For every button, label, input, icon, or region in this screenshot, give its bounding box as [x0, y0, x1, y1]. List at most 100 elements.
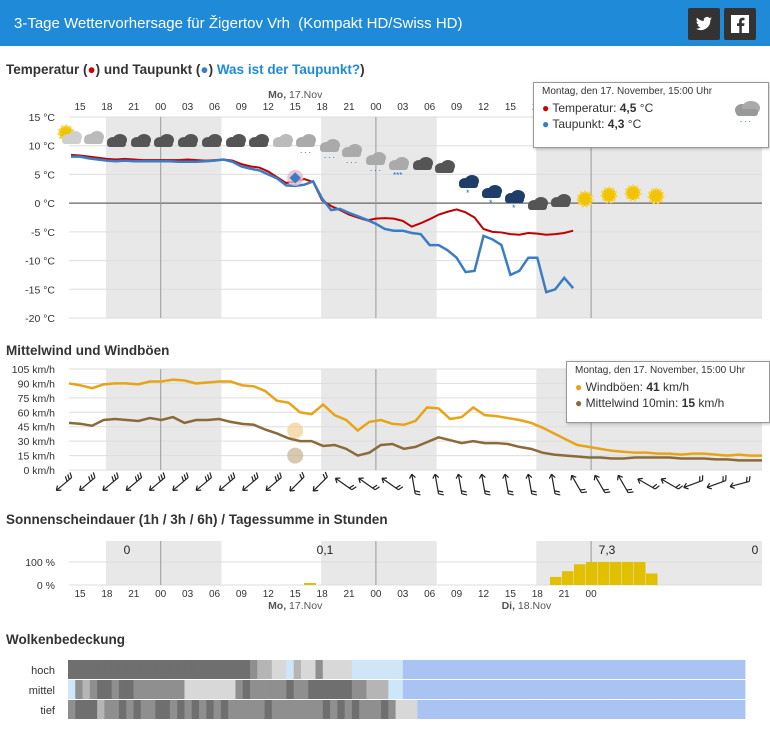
facebook-button[interactable] — [724, 8, 756, 40]
rain-cloud-icon — [342, 151, 361, 157]
cloud-cell — [650, 680, 659, 699]
cloud-cell — [402, 660, 411, 679]
sun-day-total: 0 — [752, 543, 759, 557]
cloud-cell — [519, 660, 528, 679]
cloud-cell — [679, 660, 688, 679]
cloud-cell — [555, 700, 564, 719]
wind-arrow-shaft — [571, 475, 583, 493]
cloud-cell — [279, 700, 287, 719]
cloud-cell — [75, 660, 83, 679]
cloud-sun-icon — [62, 138, 81, 144]
cloud-cell — [628, 700, 637, 719]
cloud-cell — [694, 680, 702, 699]
cloud-cell — [118, 680, 127, 699]
cloud-cell — [643, 680, 651, 699]
wind-tooltip-mean-value: 15 — [681, 396, 695, 410]
cloud-cell — [701, 680, 710, 699]
cloud-cell — [439, 680, 447, 699]
cloud-cell — [104, 680, 113, 699]
temp-ytick-label: -10 °C — [25, 256, 55, 268]
cloud-cell — [206, 660, 214, 679]
wind-arrow-shaft — [706, 480, 727, 488]
wind-arrow-barb — [301, 471, 305, 478]
cloud-cell — [308, 680, 316, 699]
wind-arrow-shaft — [102, 477, 119, 491]
cloud-cell — [606, 700, 615, 719]
cloud-cell — [533, 660, 542, 679]
wind-direction-arrow — [334, 477, 357, 491]
cloud-cell — [453, 660, 462, 679]
cloud-cell — [650, 660, 659, 679]
wind-arrow-barb — [508, 493, 514, 496]
cloud-cell — [482, 660, 491, 679]
cloud-cell — [300, 680, 309, 699]
cloud-cell — [330, 700, 338, 719]
wind-arrow-barb — [227, 476, 231, 482]
cloud-moon-icon — [551, 201, 570, 207]
sun-icon — [624, 184, 642, 202]
cloud-cell — [461, 680, 469, 699]
wind-ytick-label: 30 km/h — [18, 436, 56, 448]
dewpoint-line — [71, 155, 575, 294]
wind-arrow-shaft — [594, 475, 606, 493]
cloud-cell — [439, 660, 447, 679]
cloud-cell — [563, 660, 571, 679]
cloud-cell — [322, 660, 331, 679]
wind-arrow-head — [729, 482, 735, 490]
wind-arrow-head — [593, 474, 600, 481]
cloud-cell — [402, 700, 411, 719]
cloud-cell — [708, 660, 717, 679]
cloud-cell — [453, 680, 462, 699]
cloud-cell — [482, 680, 491, 699]
cloud-cell — [162, 660, 171, 679]
wind-arrow-shaft — [381, 477, 399, 491]
wind-arrow-barb — [158, 476, 161, 482]
temp-tooltip-temp-label: Temperatur: — [552, 101, 617, 115]
wind-arrow-barb — [398, 486, 404, 491]
cloud-cell — [555, 660, 564, 679]
wind-direction-arrow — [525, 473, 538, 496]
wind-tooltip-unit: km/h — [698, 396, 725, 410]
cloud-cell — [657, 680, 666, 699]
cloud-cell — [679, 680, 688, 699]
wind-arrow-barb — [531, 490, 537, 493]
temp-ytick-label: -20 °C — [25, 313, 55, 325]
cloud-cell — [271, 680, 280, 699]
twitter-button[interactable] — [688, 8, 720, 40]
wind-gust-line — [68, 378, 762, 457]
temp-ytick-label: -5 °C — [31, 227, 55, 239]
wind-arrow-barb — [134, 476, 138, 482]
cloud-cell — [548, 700, 557, 719]
wind-arrow-barb — [349, 484, 355, 489]
cloud-cell — [235, 680, 244, 699]
sun-hour-label: 15 — [505, 589, 517, 600]
snowflake-icon: * — [512, 203, 516, 213]
dewpoint-help-link[interactable]: Was ist der Taupunkt? — [216, 62, 361, 77]
temp-hour-label: 03 — [182, 102, 194, 113]
cloud-cell — [584, 700, 593, 719]
wind-arrow-barb — [206, 474, 210, 480]
cloud-cell — [293, 680, 302, 699]
cloud-icon — [413, 164, 432, 170]
wind-arrow-shaft — [504, 474, 510, 494]
wind-arrow-barb — [531, 493, 538, 496]
wind-direction-arrow — [729, 475, 751, 490]
cloud-cell — [177, 680, 185, 699]
rain-cloud-icon — [296, 141, 315, 147]
wind-arrow-barb — [604, 491, 611, 494]
cloud-cell — [191, 680, 200, 699]
cloud-cell — [723, 660, 731, 679]
sun-icon — [576, 190, 594, 208]
temp-tooltip-temp: ● Temperatur: 4,5 °C — [542, 100, 760, 116]
cloud-cell — [686, 660, 695, 679]
wind-arrow-barb — [374, 486, 380, 491]
wind-arrow-barb — [701, 475, 704, 481]
cloud-cell — [68, 700, 76, 719]
sun-day-total: 0,1 — [317, 543, 334, 557]
wind-tooltip-gust-label: Windböen: — [585, 380, 643, 394]
sun-icon — [600, 186, 618, 204]
wind-arrow-barb — [324, 471, 328, 478]
sun-hour-label: 12 — [263, 589, 275, 600]
wind-arrow-barb — [438, 493, 444, 496]
cloud-cell — [111, 660, 120, 679]
